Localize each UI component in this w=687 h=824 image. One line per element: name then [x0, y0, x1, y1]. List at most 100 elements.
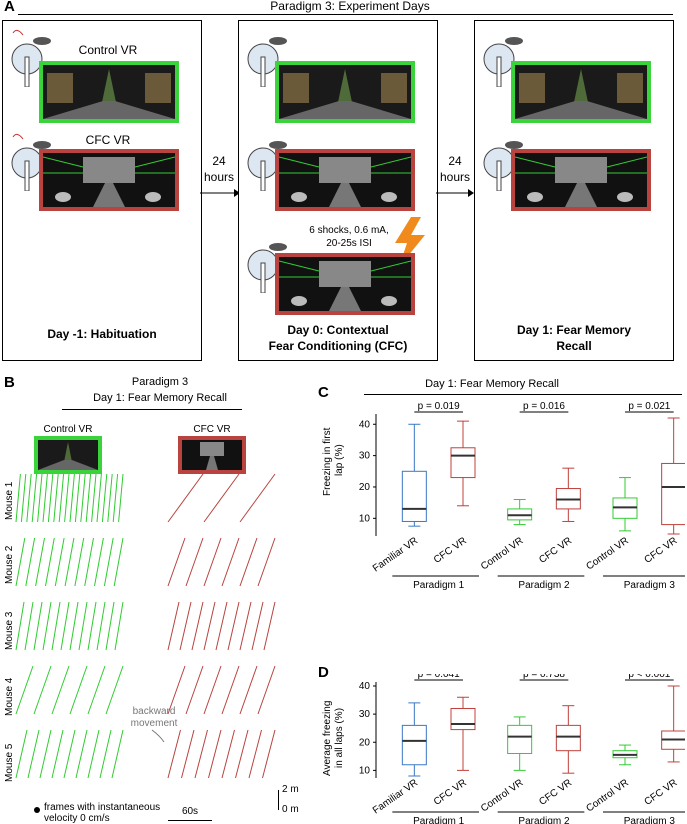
p-value-label: p = 0.041 [418, 674, 460, 680]
day1-box: Day 1: Fear Memory Recall [474, 20, 674, 361]
chart-c: 10 20 30 40 Familiar VR CFC VR Control VR CFC V… [359, 401, 685, 591]
box [507, 724, 533, 754]
x-tick-label: CFC VR [643, 535, 680, 565]
b-cfc-vr-image [178, 436, 246, 474]
zero-velocity-dot-icon [34, 807, 40, 813]
y-tick-label: 20 [359, 737, 371, 748]
panel-b-title-1: Paradigm 3 [131, 376, 189, 388]
position-trace [15, 473, 124, 523]
y-tick-label: 30 [359, 451, 371, 462]
scale-top-label: 2 m [282, 784, 299, 795]
box [555, 724, 581, 752]
position-trace [167, 601, 276, 651]
panel-b-title-rule [62, 409, 242, 410]
y-tick-label: 20 [359, 482, 371, 493]
day0-box: 6 shocks, 0.6 mA, 20-25s ISI Day 0: Cont… [238, 20, 438, 361]
d-ylabel-1: Average freezing [322, 700, 333, 776]
position-traces [15, 473, 276, 779]
x-tick-label: CFC VR [432, 777, 469, 807]
backward-annotation-1: backward [132, 706, 176, 717]
x-tick-label: CFC VR [432, 535, 469, 565]
panel-c-title-rule [364, 394, 682, 395]
group-label: Paradigm 1 [413, 816, 465, 824]
panel-c-title: Day 1: Fear Memory Recall [425, 378, 559, 390]
scale-time-label: 60s [181, 806, 199, 817]
day1-caption-1: Day 1: Fear Memory [516, 323, 632, 337]
legend-text-1: frames with instantaneous [44, 802, 161, 813]
y-tick-label: 10 [359, 765, 371, 776]
b-control-vr-label: Control VR [43, 424, 93, 435]
mouse-rig-icon [479, 29, 529, 92]
x-tick-label: Control VR [479, 777, 525, 814]
x-tick-label: Control VR [479, 535, 525, 572]
p-value-label: p = 0.738 [523, 674, 565, 680]
panel-b-label: B [4, 374, 15, 391]
day-minus1-caption: Day -1: Habituation [47, 327, 157, 341]
p-value-label: p = 0.021 [628, 401, 670, 412]
control-vr-image [275, 61, 415, 123]
panel-b-title-2: Day 1: Fear Memory Recall [93, 392, 227, 404]
backward-annotation-2: movement [130, 718, 178, 729]
mouse-rig-icon [243, 133, 293, 196]
cfc-vr-image [275, 253, 415, 315]
b-cfc-vr-label: CFC VR [193, 424, 231, 435]
box [450, 447, 476, 479]
control-vr-image [39, 61, 179, 123]
day0-caption-2: Fear Conditioning (CFC) [268, 339, 408, 353]
p-value-label: p = 0.016 [523, 401, 565, 412]
panel-a-title: Paradigm 3: Experiment Days [270, 0, 430, 13]
box [450, 708, 476, 731]
box [401, 470, 427, 522]
c-ylabel-1: Freezing in first [322, 427, 333, 496]
scale-bar-horizontal [168, 820, 212, 821]
legend-text-2: velocity 0 cm/s [44, 813, 110, 824]
x-tick-label: Control VR [584, 777, 630, 814]
position-trace [15, 601, 124, 651]
scale-bottom-label: 0 m [282, 804, 299, 815]
chart-d: 10 20 30 40 Familiar VR CFC VR Control VR CFC V… [359, 674, 685, 824]
cfc-vr-image [511, 149, 651, 211]
group-label: Paradigm 3 [624, 816, 676, 824]
box [661, 462, 685, 526]
x-tick-label: CFC VR [643, 777, 680, 807]
day0-caption-1: Day 0: Contextual [287, 323, 389, 337]
group-label: Paradigm 3 [624, 580, 676, 591]
box [661, 730, 685, 750]
arrow2-icon [436, 189, 474, 197]
day1-caption-2: Recall [556, 339, 592, 353]
arrow2-text-1: 24 [448, 154, 462, 168]
mouse-rig-icon [243, 29, 293, 92]
cfc-vr-label: CFC VR [85, 133, 131, 147]
position-trace [167, 473, 276, 523]
b-control-vr-image [34, 436, 102, 474]
shock-text-2: 20-25s ISI [326, 238, 372, 249]
scale-bar-vertical [278, 790, 279, 810]
p-value-label: p = 0.019 [418, 401, 460, 412]
control-vr-label: Control VR [78, 43, 138, 57]
position-trace [15, 665, 124, 715]
position-trace [167, 729, 276, 779]
position-trace [15, 729, 124, 779]
backward-arrow-icon [151, 729, 165, 743]
arrow1-icon [200, 189, 240, 197]
panel-a-title-rule [18, 14, 673, 15]
group-label: Paradigm 2 [518, 580, 570, 591]
y-tick-label: 40 [359, 419, 371, 430]
x-tick-label: CFC VR [537, 535, 574, 565]
arrow2-text-2: hours [439, 170, 471, 184]
group-label: Paradigm 1 [413, 580, 465, 591]
cfc-vr-image [275, 149, 415, 211]
y-tick-label: 10 [359, 513, 371, 524]
control-vr-image [511, 61, 651, 123]
mouse-rig-icon [7, 29, 57, 92]
day-minus1-box: Control VR CFC VR Day -1: Habituation [2, 20, 202, 361]
position-trace [167, 665, 276, 715]
panel-d-label: D [318, 664, 329, 681]
arrow1-text-1: 24 [212, 154, 226, 168]
position-trace [15, 537, 124, 587]
p-value-label: p < 0.001 [628, 674, 670, 680]
shock-text-1: 6 shocks, 0.6 mA, [309, 225, 389, 236]
box [401, 724, 427, 766]
x-tick-label: Control VR [584, 535, 630, 572]
arrow1-text-2: hours [203, 170, 235, 184]
